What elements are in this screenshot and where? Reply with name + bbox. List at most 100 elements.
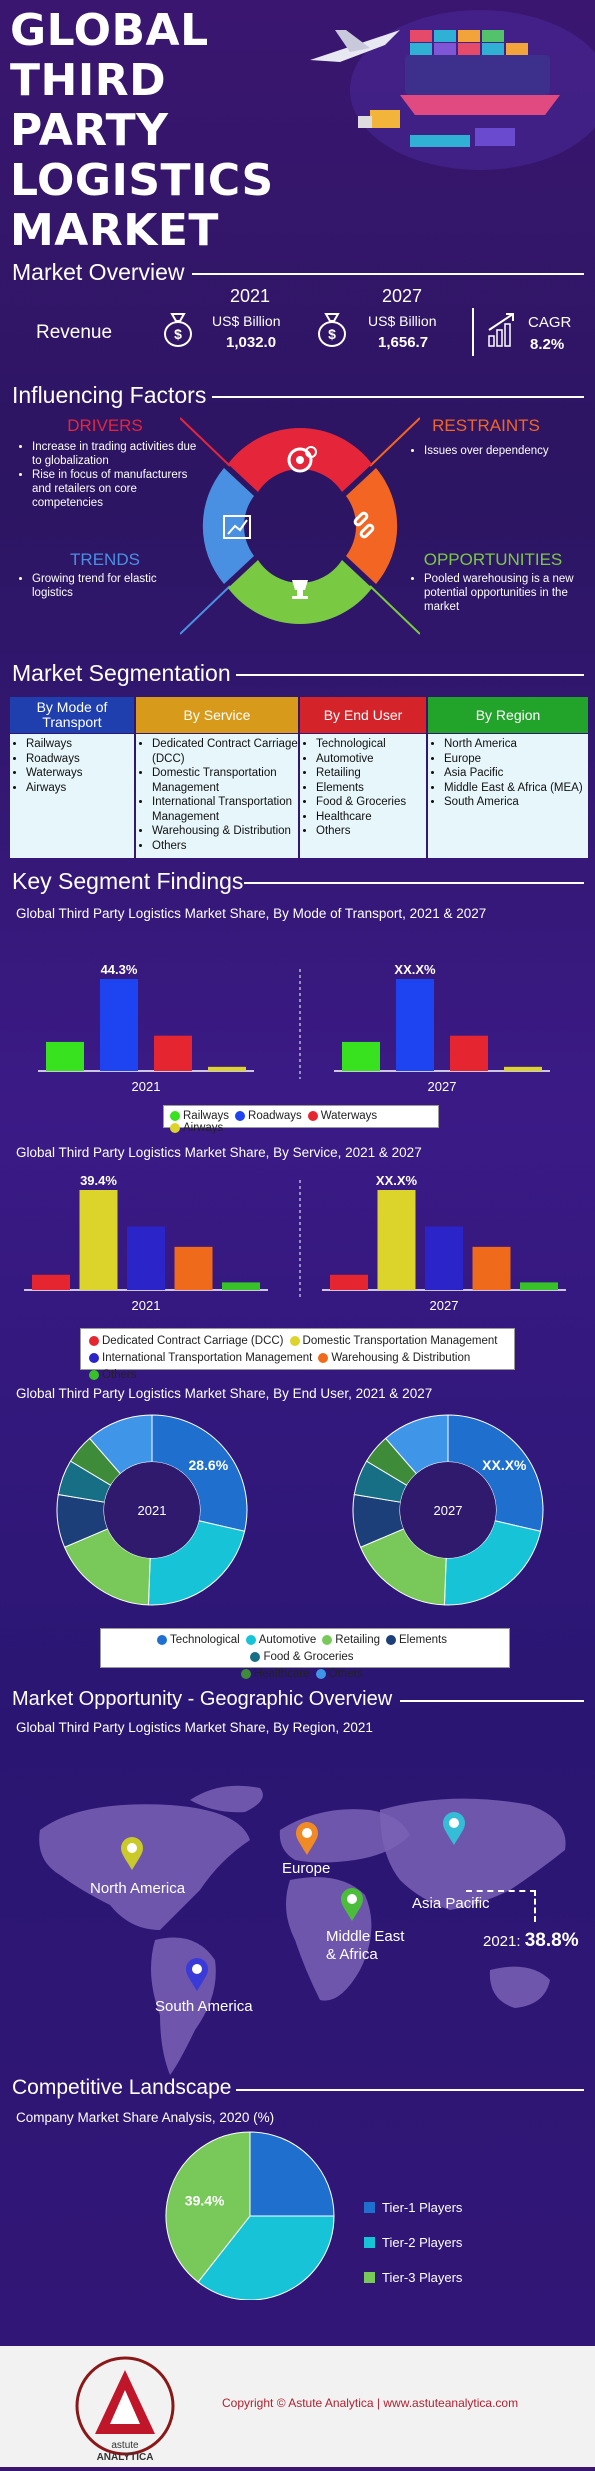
bar xyxy=(127,1226,165,1290)
bar xyxy=(450,1035,488,1071)
unit-2021: US$ Billion xyxy=(212,313,281,329)
logo-name: astute xyxy=(111,2440,139,2451)
section-rule xyxy=(192,273,584,275)
data-label: 39.4% xyxy=(185,2192,225,2208)
data-label: XX.X% xyxy=(376,1173,418,1188)
chart-title: Global Third Party Logistics Market Shar… xyxy=(16,906,487,921)
opportunities-list: Pooled warehousing is a new potential op… xyxy=(410,572,590,614)
region-label-europe: Europe xyxy=(282,1860,331,1877)
legend-swatch xyxy=(89,1352,99,1363)
bar xyxy=(32,1274,70,1290)
growth-chart-icon xyxy=(486,310,520,353)
trends-heading: TRENDS xyxy=(70,550,140,569)
region-label-asia-pacific: Asia Pacific xyxy=(412,1895,490,1912)
cagr-value: 8.2% xyxy=(530,336,565,353)
legend-swatch xyxy=(386,1634,397,1645)
group-label: 2027 xyxy=(430,1298,459,1312)
legend-swatch xyxy=(250,1651,261,1662)
cagr-label: CAGR xyxy=(528,314,572,331)
bar-chart-mode: 44.3% 2021 XX.X% 2027 xyxy=(38,962,550,1094)
segment-item: Europe xyxy=(444,752,588,767)
svg-text:$: $ xyxy=(328,326,336,342)
data-label: 28.6% xyxy=(188,1457,228,1473)
money-bag-icon: $ xyxy=(162,308,194,353)
segment-item: Domestic Transportation Management xyxy=(152,766,298,795)
callout-connector xyxy=(466,1890,536,1922)
donut-hole xyxy=(400,1462,496,1558)
segment-header: By Region xyxy=(428,697,588,733)
legend-item: Dedicated Contract Carriage (DCC) xyxy=(89,1335,284,1347)
legend-swatch xyxy=(89,1335,99,1346)
revenue-label: Revenue xyxy=(36,322,113,343)
geo-subtitle: Global Third Party Logistics Market Shar… xyxy=(16,1720,373,1735)
section-rule xyxy=(400,1700,584,1702)
bar xyxy=(520,1282,558,1290)
callout-value: 38.8% xyxy=(524,1930,579,1951)
section-rule xyxy=(244,882,584,884)
legend-item: Others xyxy=(89,1369,137,1381)
segment-header: By Service xyxy=(136,697,298,733)
svg-text:$: $ xyxy=(174,326,182,342)
location-pin-icon xyxy=(340,1888,364,1927)
restraints-heading: RESTRAINTS xyxy=(432,416,540,435)
segment-item: Elements xyxy=(316,781,426,796)
year-2027: 2027 xyxy=(382,286,423,306)
chart-legend: Railways Roadways Waterways Airways xyxy=(163,1105,439,1134)
group-label: 2021 xyxy=(132,1079,161,1094)
region-label-south-america: South America xyxy=(155,1998,253,2015)
legend-label: Food & Groceries xyxy=(263,1651,354,1663)
bar xyxy=(100,979,138,1071)
segment-item: North America xyxy=(444,737,588,752)
segment-item: Food & Groceries xyxy=(316,795,426,810)
donut-hole xyxy=(104,1462,200,1558)
section-rule xyxy=(236,2089,584,2091)
segment-header: By End User xyxy=(300,697,426,733)
bar xyxy=(472,1246,511,1290)
legend-item: Roadways xyxy=(235,1110,302,1122)
segment-list-end-user: TechnologicalAutomotiveRetailingElements… xyxy=(300,734,426,858)
legend-label: International Transportation Management xyxy=(102,1352,313,1364)
location-pin-icon xyxy=(185,1958,209,1997)
segment-item: Roadways xyxy=(26,752,134,767)
legend-label: Elements xyxy=(399,1634,447,1646)
bar xyxy=(425,1226,463,1290)
segment-item: Retailing xyxy=(316,766,426,781)
segment-item: Warehousing & Distribution xyxy=(152,824,298,839)
data-label: XX.X% xyxy=(482,1457,527,1473)
legend-label: Warehousing & Distribution xyxy=(331,1352,471,1364)
legend-label: Tier-1 Players xyxy=(382,2200,463,2215)
data-label: XX.X% xyxy=(394,962,436,977)
bar xyxy=(504,1066,542,1071)
title-line-2: THIRD PARTY xyxy=(10,55,169,156)
bar xyxy=(396,979,434,1071)
legend-label: Waterways xyxy=(320,1110,378,1122)
legend-item: Domestic Transportation Management xyxy=(289,1335,497,1347)
value-2027: 1,656.7 xyxy=(378,334,429,351)
legend-label: Airways xyxy=(183,1122,224,1134)
legend-label: Roadways xyxy=(248,1110,302,1122)
segment-item: Asia Pacific xyxy=(444,766,588,781)
legend-item: Retailing xyxy=(322,1634,380,1646)
bar xyxy=(222,1282,260,1290)
legend-item: Automotive xyxy=(245,1634,316,1646)
legend-swatch xyxy=(289,1335,300,1346)
list-item: Pooled warehousing is a new potential op… xyxy=(424,572,590,614)
logistics-illustration-icon xyxy=(310,10,595,170)
pie-slice xyxy=(249,2131,335,2217)
list-item: Rise in focus of manufacturers and retai… xyxy=(32,468,208,510)
pie-chart-company-share: 39.4% Tier-1 Players Tier-2 Players Tier-3 … xyxy=(165,2131,463,2300)
legend-item: Airways xyxy=(170,1122,223,1134)
location-pin-icon xyxy=(442,1812,466,1851)
legend-swatch xyxy=(170,1122,180,1133)
segment-item: Healthcare xyxy=(316,810,426,825)
segment-item: Dedicated Contract Carriage (DCC) xyxy=(152,737,298,766)
copyright-link[interactable]: Copyright © Astute Analytica | www.astut… xyxy=(222,2396,519,2410)
chart-legend: Technological Automotive Retailing Elements… xyxy=(100,1628,510,1680)
trends-segment xyxy=(202,468,254,584)
drivers-heading: DRIVERS xyxy=(67,416,143,435)
legend-item: Waterways xyxy=(307,1110,378,1122)
legend-item: Railways xyxy=(170,1110,229,1122)
segmentation-table: By Mode of Transport By Service By End U… xyxy=(10,697,588,858)
trends-list: Growing trend for elastic logistics xyxy=(18,572,188,600)
segment-item: International Transportation Management xyxy=(152,795,298,824)
